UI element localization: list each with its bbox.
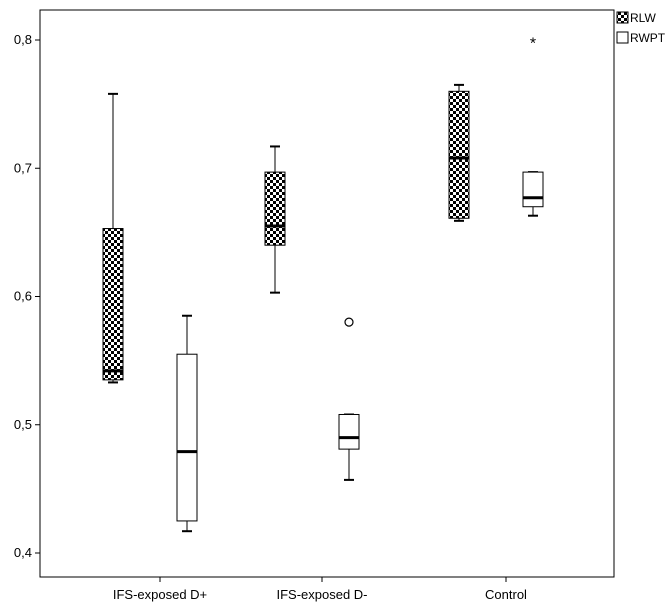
box-rlw-1 (264, 145, 286, 294)
legend-swatch-rlw (616, 11, 629, 24)
legend-label-rwpt: RWPT (630, 31, 666, 45)
box (102, 228, 124, 381)
plot-frame (39, 9, 615, 578)
box-rwpt-2: * (522, 36, 544, 217)
y-tick-label: 0,7 (14, 160, 32, 175)
x-tick-label: IFS-exposed D- (276, 587, 367, 602)
box (264, 171, 286, 246)
box-rwpt-0 (176, 314, 198, 533)
box-rlw-0 (102, 92, 124, 384)
box (448, 90, 470, 219)
y-tick-label: 0,6 (14, 289, 32, 304)
box-rwpt-1 (338, 317, 360, 481)
box (338, 413, 360, 450)
box (522, 171, 544, 208)
x-tick-label: IFS-exposed D+ (113, 587, 207, 602)
x-tick-label: Control (485, 587, 527, 602)
y-tick-label: 0,4 (14, 545, 32, 560)
outlier-point (344, 317, 354, 327)
legend-label-rlw: RLW (630, 11, 656, 25)
box-rlw-2 (448, 83, 470, 222)
boxplots: * (102, 36, 544, 533)
axes: 0,4 0,5 0,6 0,7 0,8 IFS-exposed D+ IFS-exposed… (14, 32, 527, 602)
extreme-point: * (530, 36, 536, 53)
y-tick-label: 0,8 (14, 32, 32, 47)
box (176, 353, 198, 522)
legend: RLW RWPT (616, 11, 666, 45)
y-tick-label: 0,5 (14, 417, 32, 432)
legend-swatch-rwpt (616, 31, 629, 44)
